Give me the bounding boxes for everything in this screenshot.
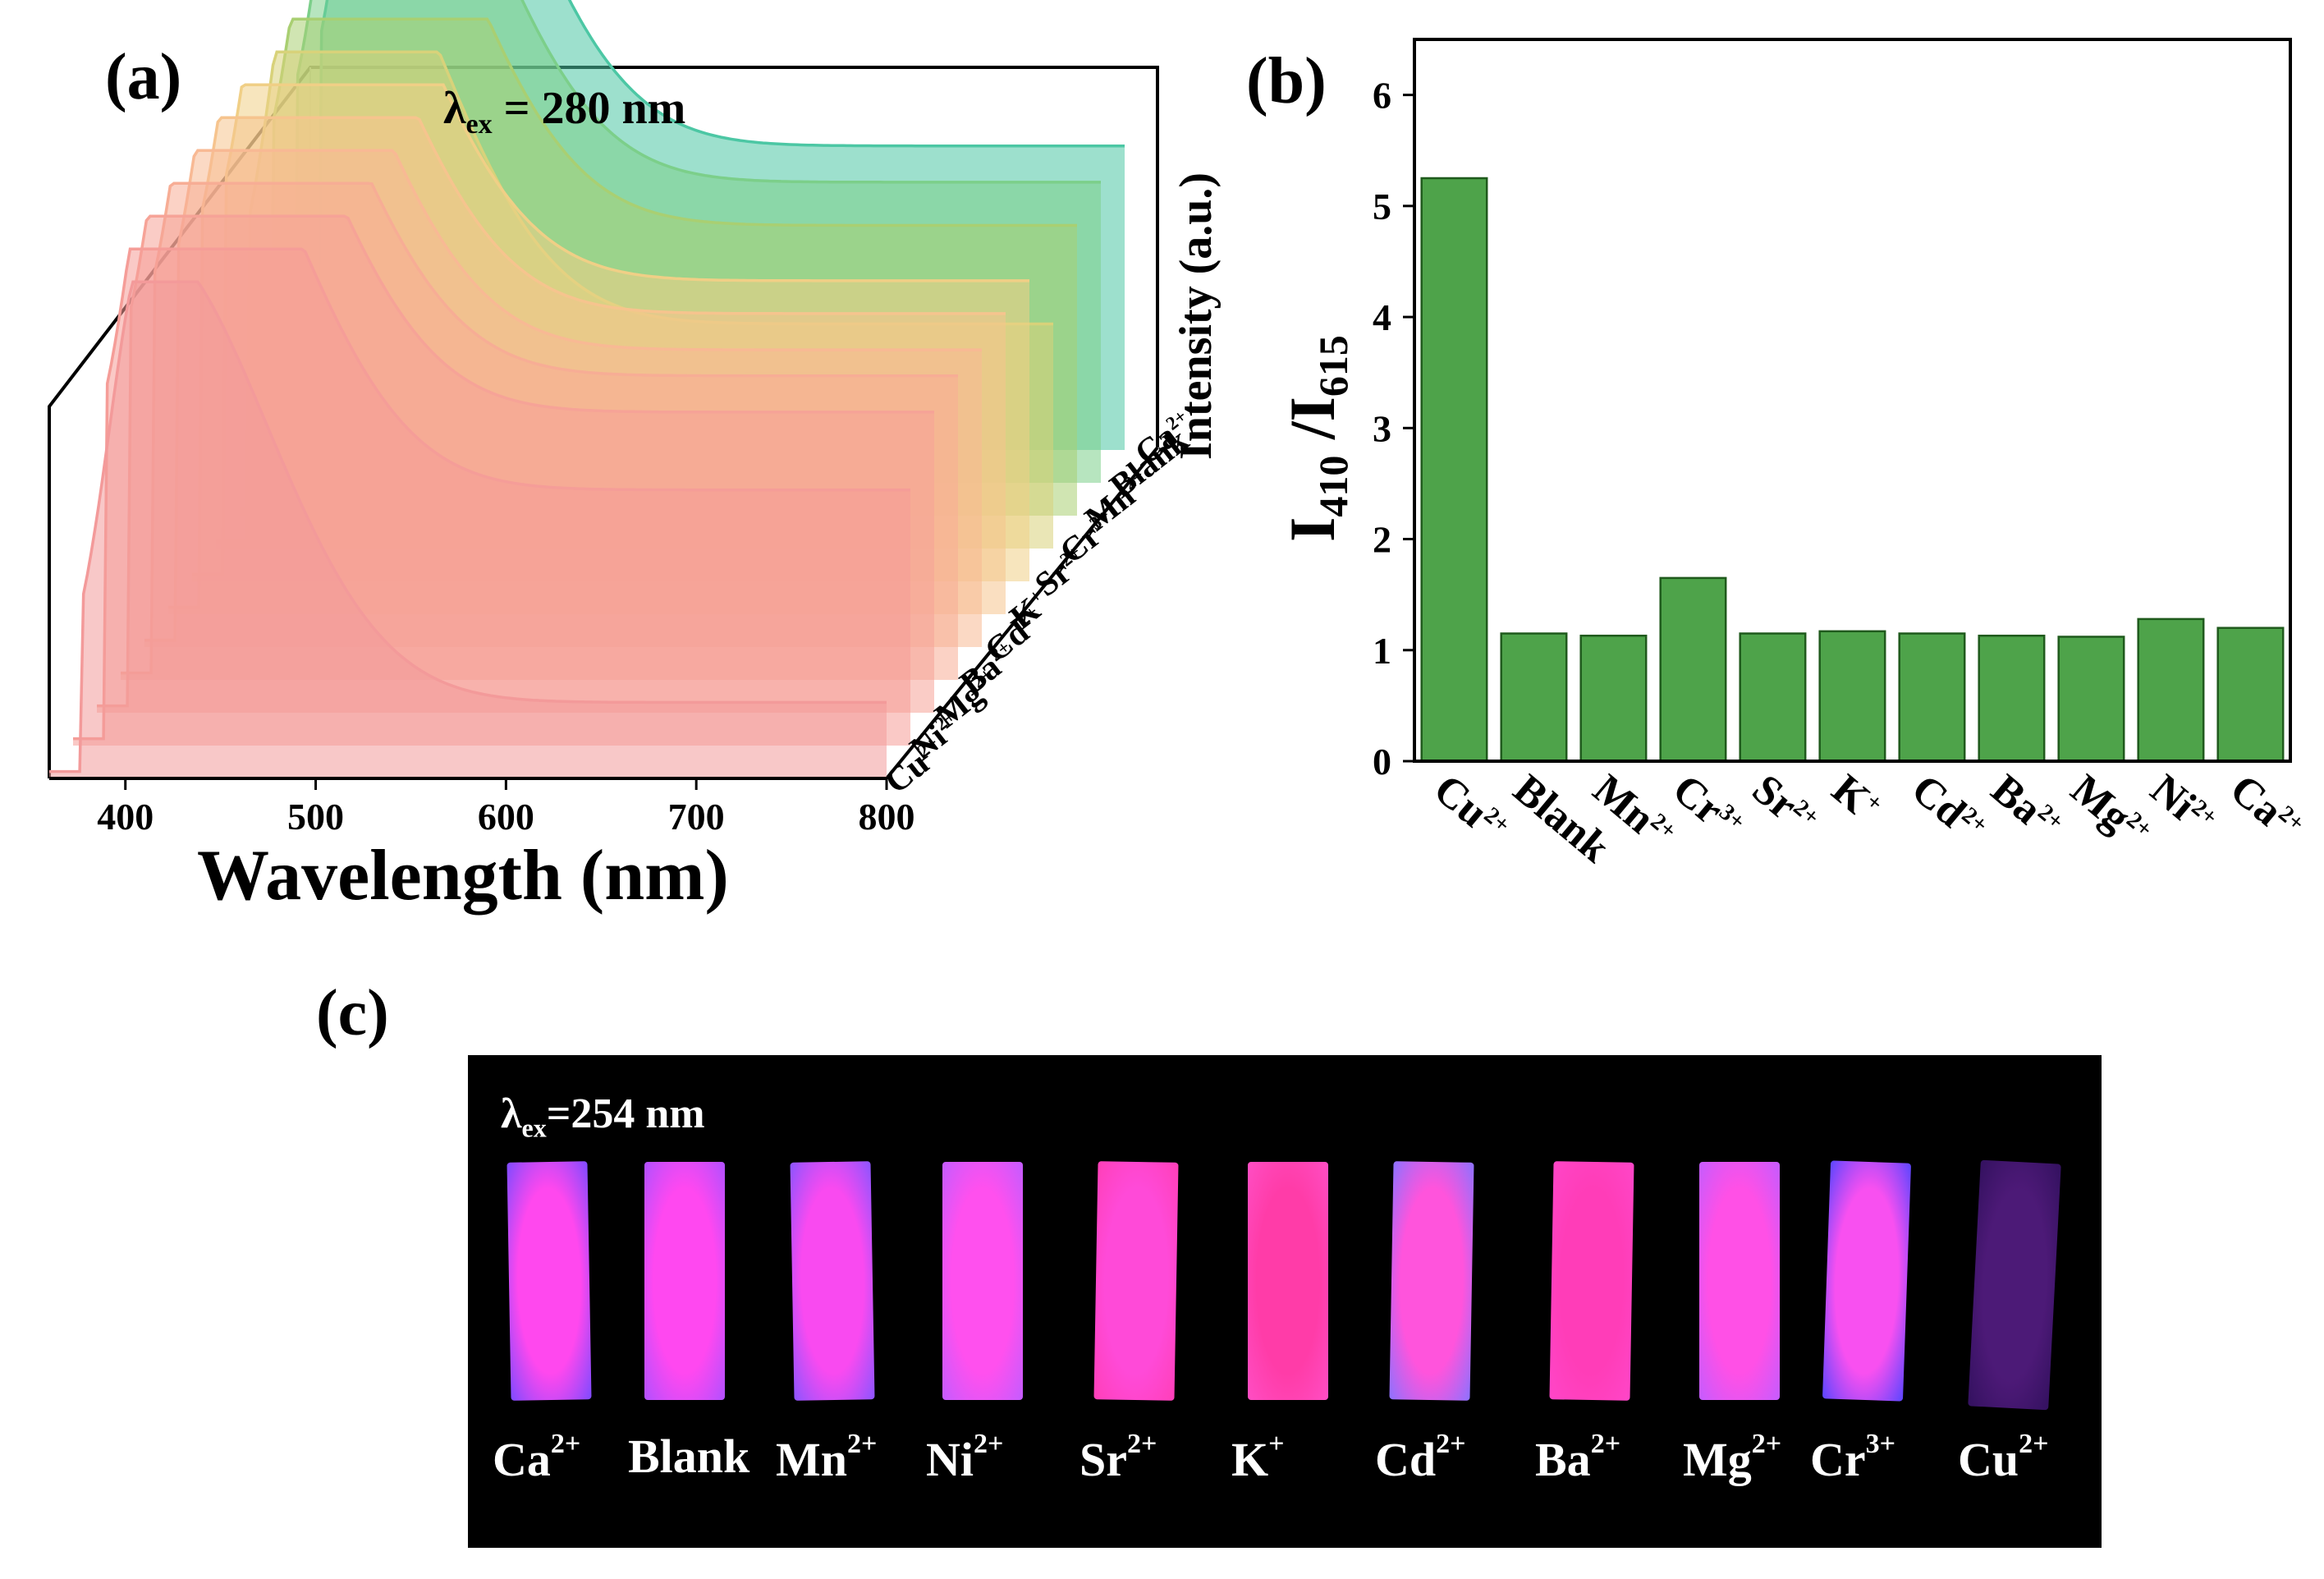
panel-b-frame (1413, 38, 2292, 763)
panel-a-xtick-label-400: 400 (97, 796, 154, 838)
panel-b-category-K+: K+ (1823, 766, 1889, 832)
strip-label-Cr3+: Cr3+ (1810, 1429, 1896, 1486)
strip-Mn2+ (790, 1161, 875, 1401)
bar-Mn2+ (1579, 634, 1648, 763)
strip-label-Mg2+: Mg2+ (1683, 1429, 1782, 1486)
bar-Cr3+ (1659, 576, 1727, 763)
panel-b-category-Ni2+: Ni2+ (2142, 766, 2224, 846)
strip-label-Ca2+: Ca2+ (493, 1429, 581, 1486)
strip-label-Cd2+: Cd2+ (1375, 1429, 1466, 1486)
spectrum-line-Cu2+ (49, 280, 887, 773)
spectrum-line-Ni2+ (73, 247, 910, 741)
panel-a-x-axis: 400 500 600 700 800 (49, 777, 915, 838)
strip-label-Sr2+: Sr2+ (1079, 1429, 1157, 1486)
bar-Ca2+ (2216, 627, 2285, 763)
bar-Blank (1500, 632, 1568, 763)
panel-b-ytick-label-3: 3 (1373, 407, 1391, 449)
strip-Blank (644, 1162, 725, 1400)
spectrum-line-Blank (264, 0, 1101, 478)
strip-label-Mn2+: Mn2+ (776, 1429, 878, 1486)
panel-b-ytick-label-1: 1 (1373, 630, 1391, 672)
strip-Cr3+ (1822, 1160, 1912, 1402)
bar-Sr2+ (1739, 632, 1807, 763)
spectrum-line-Ba2+ (121, 181, 958, 675)
panel-b-category-Sr2+: Sr2+ (1744, 766, 1826, 846)
spectrum-line-Mg2+ (97, 214, 934, 708)
panel-c-photo: λex=254 nm Ca2+ Blank Mn2+ Ni2+ Sr2+ K+ Cd2+ Ba… (468, 1055, 2102, 1548)
panel-b-category-Ba2+: Ba2+ (1983, 766, 2070, 850)
panel-a-zlabel: Intensity (a.u.) (1171, 172, 1222, 460)
strip-label-Ni2+: Ni2+ (926, 1429, 1004, 1486)
panel-a-excitation: λex = 280 nm (443, 83, 685, 140)
strip-Cd2+ (1389, 1161, 1474, 1401)
spectrum-line-K+ (168, 116, 1006, 609)
panel-a-depth-axis (885, 446, 1159, 780)
panel-b-ytick-label-0: 0 (1373, 741, 1391, 783)
panel-b-ytick-label-2: 2 (1373, 519, 1391, 561)
panel-a-series (49, 0, 1125, 778)
spectrum-line-Mn2+ (240, 17, 1077, 511)
panel-b-ytick-label-6: 6 (1373, 75, 1391, 117)
panel-b-category-Cd2+: Cd2+ (1903, 766, 1994, 853)
spectrum-line-Ca2+ (287, 0, 1125, 445)
strip-Ni2+ (942, 1162, 1023, 1400)
strip-Ca2+ (507, 1161, 592, 1401)
panel-a-xlabel: Wavelength (nm) (197, 836, 729, 916)
panel-b-category-Ca2+: Ca2+ (2221, 766, 2311, 851)
panel-a-3d-spectra: 400 500 600 700 800 Ca2+BlankMn2+Cr3+Sr2+K+C… (48, 0, 1222, 916)
strip-label-Ba2+: Ba2+ (1535, 1429, 1621, 1486)
strip-label-Cu2+: Cu2+ (1958, 1429, 2049, 1486)
bar-Mg2+ (2057, 636, 2125, 763)
bar-Cd2+ (1898, 632, 1966, 763)
panel-b-category-Cu2+: Cu2+ (1425, 766, 1516, 853)
strip-Cu2+ (1968, 1159, 2061, 1411)
strip-Ba2+ (1549, 1161, 1634, 1401)
panel-label-c: (c) (316, 977, 389, 1049)
spectrum-line-Cd2+ (144, 149, 982, 642)
panel-a-xtick-label-600: 600 (478, 796, 534, 838)
strip-Sr2+ (1093, 1161, 1179, 1401)
bar-Ba2+ (1978, 634, 2046, 763)
panel-b-ylabel: I410 /I615 (1277, 335, 1356, 542)
panel-label-a: (a) (105, 41, 181, 113)
bar-Cu2+ (1420, 177, 1488, 763)
panel-b-ytick-label-4: 4 (1373, 296, 1391, 338)
strip-label-Blank: Blank (628, 1430, 750, 1483)
bar-Ni2+ (2137, 617, 2205, 763)
panel-b-category-Mg2+: Mg2+ (2062, 766, 2159, 858)
panel-c-excitation: λex=254 nm (501, 1090, 705, 1143)
panel-a-xtick-label-700: 700 (668, 796, 725, 838)
panel-b-bars (1420, 177, 2285, 763)
strip-K+ (1248, 1162, 1328, 1400)
strip-Mg2+ (1699, 1162, 1780, 1400)
panel-b-category-Cr3+: Cr3+ (1664, 766, 1752, 850)
spectrum-line-Sr2+ (192, 83, 1029, 576)
strip-label-K+: K+ (1231, 1429, 1285, 1486)
panel-a-xtick-label-500: 500 (287, 796, 344, 838)
panel-label-b: (b) (1246, 45, 1327, 117)
bar-K+ (1818, 630, 1886, 763)
panel-b-ytick-label-5: 5 (1373, 186, 1391, 227)
panel-a-xtick-label-800: 800 (859, 796, 915, 838)
